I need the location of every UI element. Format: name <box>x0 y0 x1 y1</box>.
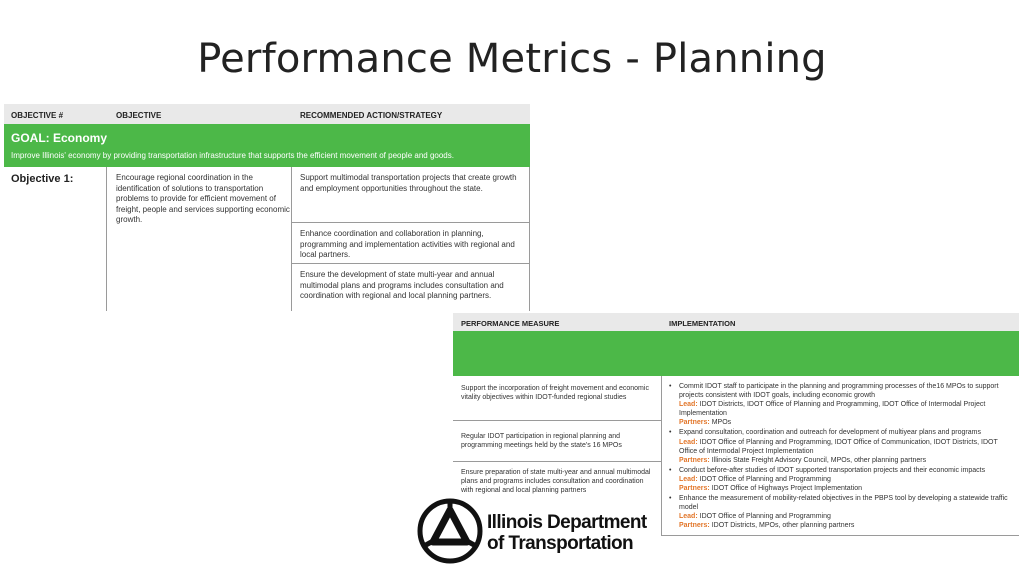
partners-label: Partners: <box>679 522 710 530</box>
implementation-item: • Conduct before-after studies of IDOT s… <box>669 466 1015 493</box>
partners-value: IDOT Office of Highways Project Implemen… <box>711 485 862 493</box>
header-recommended-action: RECOMMENDED ACTION/STRATEGY <box>300 111 443 120</box>
action-item: Enhance coordination and collaboration i… <box>300 229 515 259</box>
objective-label: Objective 1: <box>11 173 74 185</box>
action-item: Support multimodal transportation projec… <box>300 173 517 193</box>
row-divider <box>291 263 530 264</box>
lead-value: IDOT Districts, IDOT Office of Planning … <box>679 401 986 418</box>
partners-label: Partners: <box>679 419 710 427</box>
column-divider <box>529 167 530 311</box>
row-divider <box>453 420 661 421</box>
implementation-item: • Enhance the measurement of mobility-re… <box>669 494 1015 530</box>
objectives-table-header: OBJECTIVE # OBJECTIVE RECOMMENDED ACTION… <box>4 104 530 124</box>
performance-measure: Regular IDOT participation in regional p… <box>461 433 622 450</box>
implementation-text: Expand consultation, coordination and ou… <box>679 429 981 437</box>
row-divider <box>661 535 1019 536</box>
partners-value: MPOs <box>711 419 732 427</box>
goal-banner: GOAL: Economy Improve Illinois' economy … <box>4 124 530 167</box>
column-divider <box>106 167 107 311</box>
partners-label: Partners: <box>679 456 710 464</box>
row-divider <box>291 222 530 223</box>
measures-table-body: Support the incorporation of freight mov… <box>453 376 1019 536</box>
implementation-item: • Commit IDOT staff to participate in th… <box>669 382 1015 427</box>
partners-value: IDOT Districts, MPOs, other planning par… <box>711 522 855 530</box>
bullet-icon: • <box>669 429 672 437</box>
lead-value: IDOT Office of Planning and Programming,… <box>679 438 998 455</box>
partners-value: Illinois State Freight Advisory Council,… <box>711 456 927 464</box>
bullet-icon: • <box>669 383 672 390</box>
objectives-table: OBJECTIVE # OBJECTIVE RECOMMENDED ACTION… <box>4 104 530 311</box>
slide-title: Performance Metrics - Planning <box>197 36 827 82</box>
objectives-table-body: Objective 1: Encourage regional coordina… <box>4 167 530 311</box>
idot-emblem-icon <box>417 498 483 564</box>
goal-title: GOAL: Economy <box>11 131 108 145</box>
lead-label: Lead: <box>679 438 698 446</box>
performance-measure: Support the incorporation of freight mov… <box>461 385 649 402</box>
performance-measure: Ensure preparation of state multi-year a… <box>461 469 651 495</box>
implementation-text: Enhance the measurement of mobility-rela… <box>679 495 1008 512</box>
lead-label: Lead: <box>679 513 698 521</box>
logo-text-line1: Illinois Department <box>487 512 647 533</box>
lead-value: IDOT Office of Planning and Programming <box>699 513 831 521</box>
action-item: Ensure the development of state multi-ye… <box>300 270 504 300</box>
measures-table: PERFORMANCE MEASURE IMPLEMENTATION Suppo… <box>453 313 1019 536</box>
header-objective: OBJECTIVE <box>116 111 162 120</box>
implementation-item: • Expand consultation, coordination and … <box>669 428 1015 464</box>
logo-text-line2: of Transportation <box>487 533 634 554</box>
header-implementation: IMPLEMENTATION <box>669 319 736 328</box>
implementation-text: Commit IDOT staff to participate in the … <box>679 383 999 400</box>
partners-label: Partners: <box>679 485 710 493</box>
objective-text: Encourage regional coordination in the i… <box>116 173 290 224</box>
column-divider <box>661 376 662 536</box>
idot-logo: Illinois Department of Transportation <box>417 498 667 564</box>
implementation-list: • Commit IDOT staff to participate in th… <box>669 382 1015 532</box>
measures-green-band <box>453 331 1019 376</box>
bullet-icon: • <box>669 466 672 474</box>
goal-description: Improve Illinois' economy by providing t… <box>11 151 454 160</box>
implementation-text: Conduct before-after studies of IDOT sup… <box>679 466 986 474</box>
measures-table-header: PERFORMANCE MEASURE IMPLEMENTATION <box>453 313 1019 331</box>
lead-label: Lead: <box>679 401 698 409</box>
column-divider <box>291 167 292 311</box>
header-performance-measure: PERFORMANCE MEASURE <box>461 319 560 328</box>
row-divider <box>453 461 661 462</box>
header-objective-number: OBJECTIVE # <box>11 111 64 120</box>
bullet-icon: • <box>669 495 672 503</box>
lead-value: IDOT Office of Planning and Programming <box>699 475 831 483</box>
lead-label: Lead: <box>679 475 698 483</box>
